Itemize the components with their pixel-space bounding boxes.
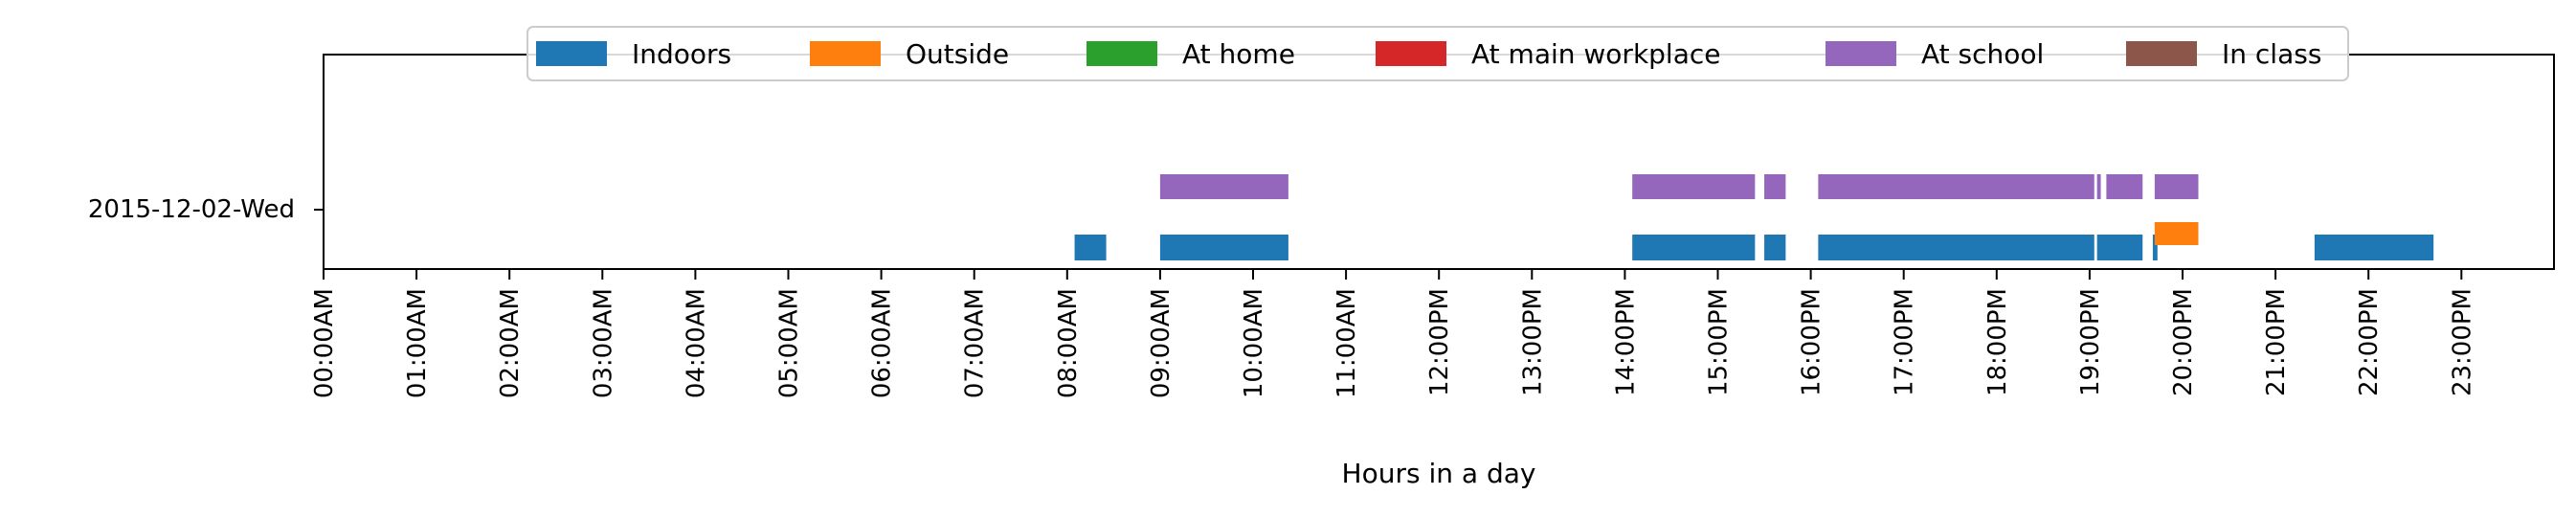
legend-label: Outside [906,38,1009,70]
x-tick-label: 11:00AM [1333,288,1361,398]
bar-indoors [2096,235,2143,260]
legend-label: In class [2222,38,2321,70]
bars-layer [1074,174,2434,260]
legend-swatch [2126,41,2197,66]
bar-indoors [2314,235,2434,260]
bar-at-school [2096,174,2101,199]
x-tick-label: 05:00AM [775,288,804,398]
bar-at-school [2106,174,2143,199]
x-axis-ticks: 00:00AM 01:00AM 02:00AM 03:00AM 04:00AM 05:00… [310,269,2476,398]
x-tick-label: 17:00PM [1891,288,1919,396]
x-tick-label: 09:00AM [1147,288,1176,398]
x-tick-label: 14:00PM [1611,288,1640,396]
x-axis-label: Hours in a day [1342,458,1536,489]
bar-at-school [1159,174,1288,199]
x-tick-label: 20:00PM [2169,288,2198,396]
plot-frame [323,54,2555,270]
bar-indoors [1074,235,1107,260]
bar-outside [2154,222,2199,245]
bar-indoors [2152,235,2158,260]
legend-swatch [810,41,881,66]
bar-indoors [1632,235,1756,260]
legend-swatch [1086,41,1157,66]
x-tick-label: 02:00AM [496,288,525,398]
bar-indoors [1818,235,2094,260]
legend: Indoors Outside At home At main workplace At… [526,26,2349,81]
bar-at-school [1764,174,1786,199]
bar-at-school [1632,174,1756,199]
bar-at-school [1818,174,2094,199]
x-tick-label: 04:00AM [682,288,710,398]
x-tick-label: 01:00AM [403,288,432,398]
legend-swatch [1376,41,1446,66]
x-tick-label: 18:00PM [1983,288,2012,396]
x-tick-label: 10:00AM [1240,288,1268,398]
x-tick-label: 22:00PM [2355,288,2384,396]
x-tick-label: 15:00PM [1705,288,1734,396]
x-tick-label: 03:00AM [589,288,617,398]
x-tick-label: 00:00AM [310,288,339,398]
bar-indoors [1764,235,1786,260]
legend-swatch [1826,41,1896,66]
legend-items: Indoors Outside At home At main workplace At… [536,38,2321,70]
legend-label: Indoors [632,38,731,70]
x-tick-label: 13:00PM [1518,288,1547,396]
y-tick-label: 2015-12-02-Wed [88,195,295,224]
legend-label: At home [1182,38,1295,70]
x-tick-label: 12:00PM [1425,288,1454,396]
bar-indoors [1159,235,1288,260]
x-tick-label: 07:00AM [961,288,990,398]
x-tick-label: 19:00PM [2076,288,2105,396]
legend-label: At main workplace [1471,38,1721,70]
x-tick-label: 23:00PM [2448,288,2476,396]
x-tick-label: 08:00AM [1054,288,1083,398]
legend-swatch [536,41,607,66]
x-tick-label: 16:00PM [1798,288,1826,396]
bar-at-school [2154,174,2199,199]
x-tick-label: 06:00AM [868,288,897,398]
x-tick-label: 21:00PM [2262,288,2291,396]
y-axis: 2015-12-02-Wed [88,195,324,224]
legend-label: At school [1921,38,2044,70]
